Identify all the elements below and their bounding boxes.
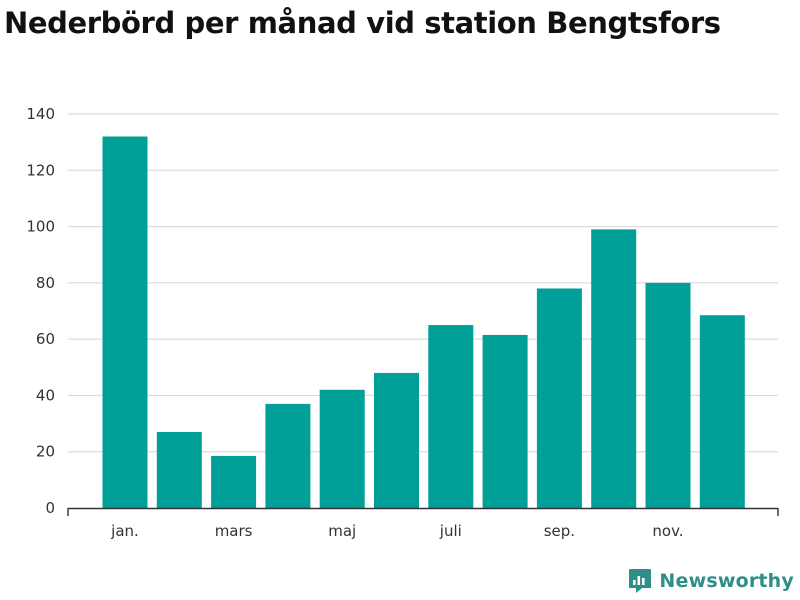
x-tick-label: sep.: [544, 522, 575, 540]
brand-name: Newsworthy: [659, 570, 794, 592]
y-axis-labels: 0 20 40 60 80 100 120 140: [26, 105, 55, 517]
bar-maj[interactable]: [319, 389, 365, 508]
x-tick-label: nov.: [652, 522, 683, 540]
y-tick-label: 100: [26, 218, 55, 236]
bars: [102, 136, 745, 508]
x-tick-label: mars: [215, 522, 253, 540]
y-tick-label: 140: [26, 105, 55, 123]
bar-april[interactable]: [265, 403, 311, 508]
y-tick-label: 0: [45, 499, 55, 517]
bar-aug[interactable]: [482, 334, 528, 508]
x-tick-label: juli: [439, 522, 462, 540]
y-tick-label: 120: [26, 161, 55, 179]
axes: [67, 507, 779, 516]
bar-dec[interactable]: [699, 315, 745, 508]
y-tick-label: 80: [36, 274, 55, 292]
y-tick-label: 60: [36, 330, 55, 348]
brand-logo: Newsworthy: [628, 568, 794, 594]
newsworthy-logo-icon: [629, 569, 652, 593]
x-axis-labels: jan. mars maj juli sep. nov.: [110, 522, 683, 540]
chart-title: Nederbörd per månad vid station Bengtsfo…: [4, 6, 721, 40]
x-tick-label: jan.: [110, 522, 139, 540]
bar-nov[interactable]: [645, 282, 691, 508]
bar-sep[interactable]: [536, 288, 582, 508]
bar-juni[interactable]: [374, 372, 419, 508]
bar-mars[interactable]: [211, 455, 257, 508]
y-tick-label: 40: [36, 386, 55, 404]
bar-feb[interactable]: [156, 432, 202, 508]
y-tick-label: 20: [36, 443, 55, 461]
bar-jan[interactable]: [102, 136, 148, 508]
bar-okt[interactable]: [591, 229, 637, 508]
x-tick-label: maj: [328, 522, 356, 540]
bar-juli[interactable]: [428, 325, 474, 508]
